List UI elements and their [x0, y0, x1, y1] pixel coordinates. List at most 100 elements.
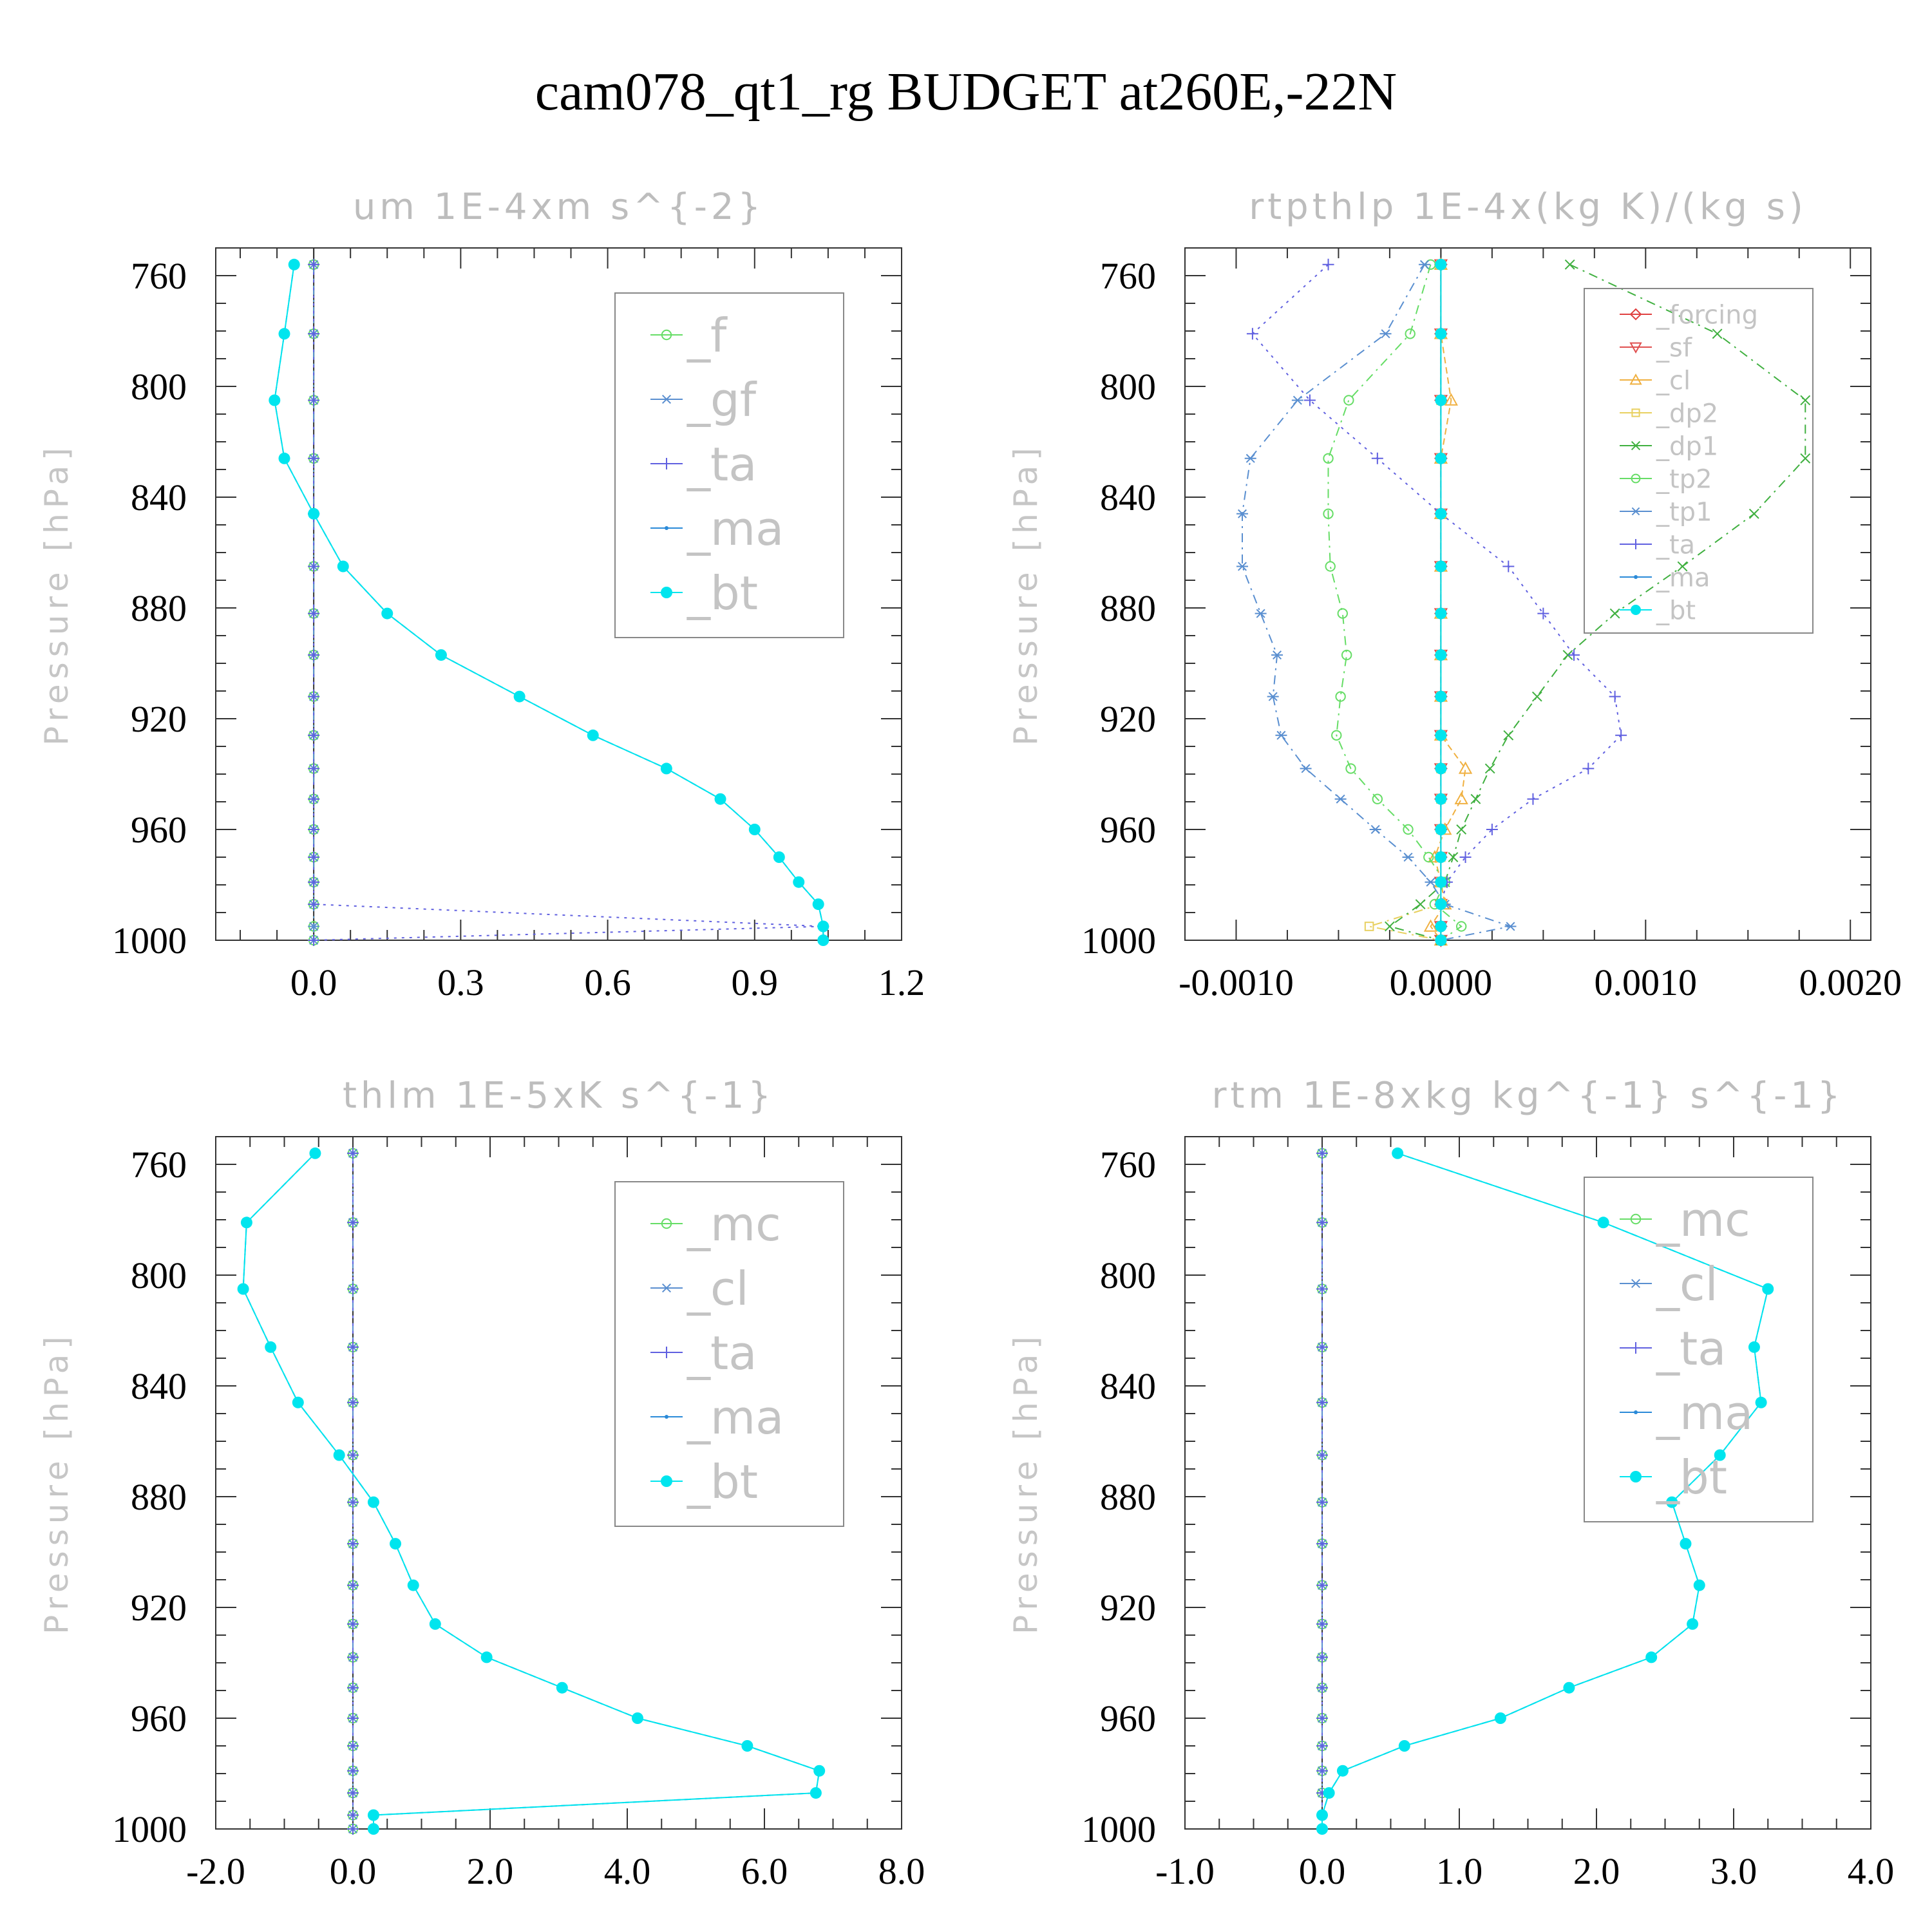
- panel-title: rtpthlp 1E-4x(kg K)/(kg s): [1249, 186, 1807, 228]
- legend-item: _ma: [650, 502, 784, 556]
- data-point: [1609, 690, 1621, 703]
- y-tick-label: 1000: [1081, 920, 1156, 961]
- legend-label: _dp1: [1656, 431, 1718, 461]
- legend-marker: [665, 1415, 668, 1419]
- data-point: [309, 1147, 321, 1159]
- data-point: [1455, 921, 1467, 932]
- data-point: [1385, 921, 1395, 932]
- legend-label: _ma: [687, 1390, 784, 1444]
- x-tick-label: 0.0000: [1390, 961, 1493, 1003]
- legend-item: _dp1: [1620, 431, 1718, 461]
- data-point: [407, 1579, 419, 1591]
- data-point: [1456, 824, 1467, 835]
- data-point: [1800, 453, 1811, 464]
- legend-item: _cl: [1620, 366, 1690, 395]
- data-point: [1236, 562, 1249, 571]
- data-point: [1693, 1579, 1705, 1591]
- data-point: [308, 851, 320, 863]
- data-point: [1470, 793, 1481, 804]
- data-point: [1335, 691, 1346, 702]
- data-point: [347, 1449, 359, 1461]
- x-tick-label: 4.0: [1848, 1850, 1895, 1892]
- data-point: [817, 934, 829, 946]
- data-point: [1435, 898, 1447, 911]
- legend-label: _bt: [687, 566, 758, 620]
- data-point: [1291, 395, 1303, 405]
- y-tick-label: 800: [1100, 1255, 1156, 1296]
- series-bt: [237, 1147, 826, 1835]
- series-line: [1327, 264, 1463, 941]
- legend-marker: [1631, 507, 1641, 516]
- legend-marker: [1630, 1342, 1642, 1354]
- legend-label: _ta: [687, 1326, 757, 1380]
- data-point: [1484, 763, 1495, 774]
- data-point: [1444, 393, 1458, 406]
- data-point: [347, 1496, 359, 1508]
- panels-group: um 1E-4xm s^{-2} Pressure [hPa] 760 800 840 8…: [38, 186, 1902, 1892]
- data-point: [748, 824, 761, 835]
- legend-marker: [661, 329, 672, 341]
- data-point: [1666, 1496, 1678, 1508]
- y-tick-label: 760: [1100, 1144, 1156, 1186]
- legend-item: _ta: [1620, 530, 1695, 560]
- legend-item: _cl: [650, 1262, 749, 1316]
- data-point: [1435, 328, 1447, 340]
- y-tick-label: 800: [131, 366, 187, 408]
- data-point: [1712, 328, 1723, 339]
- x-tick-label: -0.0010: [1179, 961, 1294, 1003]
- y-tick-label: 760: [131, 1144, 187, 1186]
- y-tick-label: 920: [131, 1587, 187, 1629]
- data-point: [347, 1651, 359, 1663]
- legend-marker: [1629, 308, 1642, 321]
- legend-item: _mc: [1620, 1193, 1750, 1247]
- data-point: [1423, 919, 1438, 932]
- data-point: [1687, 1618, 1699, 1630]
- x-tick-label: -1.0: [1155, 1850, 1215, 1892]
- series-bt: [1435, 258, 1447, 946]
- data-point: [347, 1765, 359, 1777]
- legend-label: _tp2: [1656, 464, 1712, 494]
- data-point: [308, 452, 320, 464]
- data-point: [1448, 852, 1459, 862]
- y-tick-label: 920: [1100, 698, 1156, 740]
- data-point: [1435, 729, 1447, 741]
- data-point: [1755, 1396, 1767, 1408]
- data-point: [1615, 729, 1627, 741]
- data-point: [1435, 649, 1447, 661]
- data-point: [1267, 692, 1279, 701]
- data-point: [308, 762, 320, 775]
- series-line: [1388, 263, 1806, 941]
- data-point: [367, 1496, 379, 1508]
- data-point: [1458, 761, 1473, 774]
- data-point: [1563, 1681, 1575, 1694]
- data-point: [347, 1396, 359, 1408]
- legend-marker: [661, 1283, 672, 1293]
- data-point: [390, 1538, 402, 1550]
- y-tick-label: 760: [1100, 255, 1156, 297]
- x-tick-label: 2.0: [1573, 1850, 1620, 1892]
- y-tick-label: 960: [131, 1698, 187, 1739]
- data-point: [1316, 1740, 1328, 1752]
- x-tick-label: 2.0: [467, 1850, 514, 1892]
- legend-item: _forcing: [1620, 300, 1758, 330]
- data-point: [1564, 259, 1575, 270]
- y-tick-label: 760: [131, 255, 187, 297]
- chart-panel-4: rtm 1E-8xkg kg^{-1} s^{-1} Pressure [hPa]…: [1007, 1075, 1894, 1892]
- y-tick-label: 880: [1100, 587, 1156, 629]
- data-point: [1300, 764, 1312, 773]
- data-point: [347, 1217, 359, 1229]
- data-point: [347, 1341, 359, 1353]
- x-tick-label: 4.0: [604, 1850, 651, 1892]
- plot-frame: [215, 247, 902, 941]
- data-point: [1271, 650, 1283, 660]
- data-point: [308, 922, 320, 931]
- y-tick-label: 800: [1100, 366, 1156, 408]
- data-point: [1435, 394, 1447, 406]
- legend-marker: [1631, 539, 1641, 549]
- x-tick-label: 0.0: [290, 961, 337, 1003]
- data-point: [1331, 730, 1342, 741]
- data-point: [240, 1217, 252, 1229]
- data-point: [1537, 607, 1549, 620]
- data-point: [1323, 453, 1334, 464]
